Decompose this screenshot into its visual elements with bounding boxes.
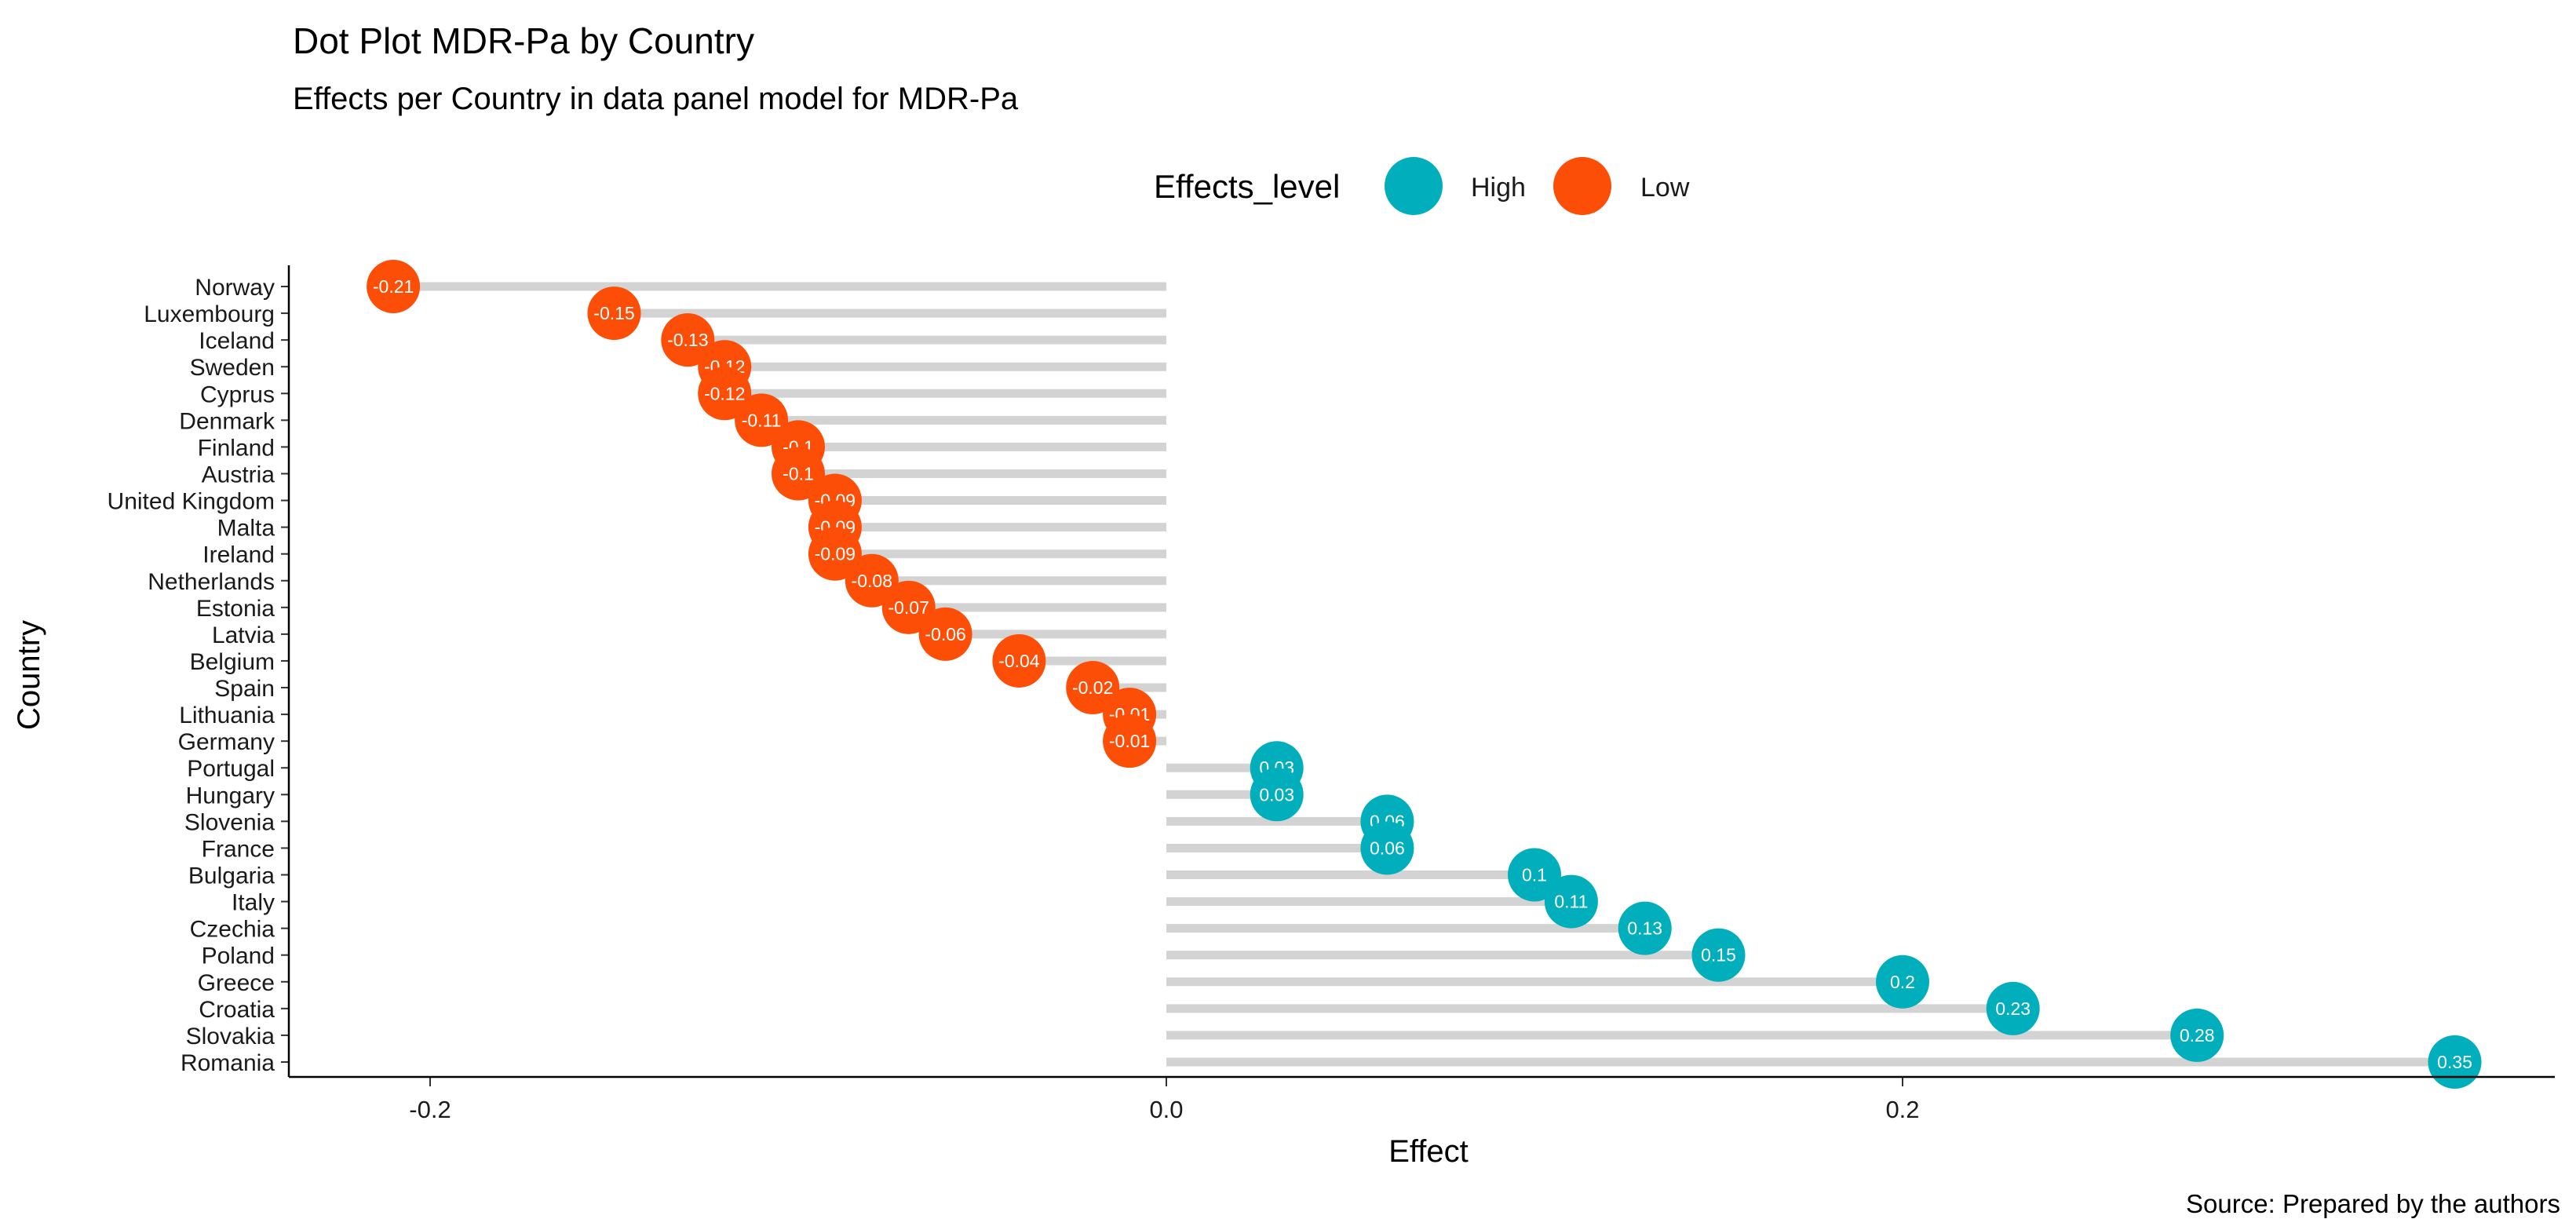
y-axis-ticks: NorwayLuxembourgIcelandSwedenCyprusDenma…	[108, 275, 289, 1076]
dot-label-spain: -0.02	[1072, 677, 1113, 698]
dot-luxembourg	[587, 287, 641, 341]
y-tick-label-slovakia: Slovakia	[186, 1024, 275, 1049]
dot-label-germany: -0.01	[1109, 731, 1150, 751]
dot-label-estonia: -0.07	[888, 597, 929, 618]
x-tick-label-0: -0.2	[409, 1096, 451, 1123]
dot-iceland	[661, 313, 715, 367]
dot-italy	[1544, 874, 1598, 929]
dot-label-croatia: 0.23	[1995, 998, 2031, 1019]
legend-key-high	[1385, 157, 1443, 215]
dot-label-italy: 0.11	[1554, 892, 1588, 912]
dot-label-austria: -0.1	[783, 463, 814, 484]
legend-key-low	[1553, 157, 1611, 215]
dot-estonia	[881, 580, 936, 634]
y-tick-label-hungary: Hungary	[186, 783, 275, 808]
y-tick-label-austria: Austria	[202, 462, 275, 487]
y-tick-label-malta: Malta	[217, 516, 275, 542]
x-axis-label: Effect	[1388, 1134, 1469, 1169]
dot-label-france: 0.06	[1370, 838, 1405, 858]
dot-germany	[1103, 714, 1157, 768]
y-tick-label-ireland: Ireland	[203, 542, 275, 568]
y-tick-label-bulgaria: Bulgaria	[188, 863, 275, 889]
chart-subtitle: Effects per Country in data panel model …	[293, 82, 1019, 116]
y-tick-label-italy: Italy	[232, 890, 275, 916]
y-tick-label-latvia: Latvia	[212, 622, 275, 648]
x-tick-label-2: 0.2	[1885, 1096, 1919, 1123]
points-layer: -0.21-0.15-0.13-0.12-0.12-0.11-0.1-0.1-0…	[367, 260, 2482, 1089]
dot-poland	[1691, 928, 1746, 982]
legend: Effects_level High Low	[1154, 157, 1690, 215]
dot-label-latvia: -0.06	[925, 624, 965, 644]
dot-greece	[1876, 954, 1929, 1009]
dot-norway	[367, 260, 421, 313]
dot-denmark	[735, 393, 789, 447]
y-tick-label-portugal: Portugal	[187, 756, 275, 782]
dot-label-cyprus: -0.12	[704, 383, 745, 403]
y-tick-label-finland: Finland	[198, 435, 275, 461]
dot-label-iceland: -0.13	[667, 330, 708, 350]
dot-spain	[1066, 661, 1120, 715]
dot-label-poland: 0.15	[1701, 945, 1736, 965]
dot-label-luxembourg: -0.15	[593, 303, 634, 323]
y-tick-label-croatia: Croatia	[199, 997, 275, 1023]
y-tick-label-poland: Poland	[202, 943, 275, 969]
x-tick-label-1: 0.0	[1149, 1096, 1183, 1123]
dot-slovakia	[2170, 1008, 2224, 1062]
dot-label-netherlands: -0.08	[852, 571, 892, 591]
dot-label-romania: 0.35	[2437, 1052, 2472, 1072]
x-axis-ticks: -0.2 0.0 0.2	[409, 1077, 1920, 1123]
dot-label-belgium: -0.04	[998, 651, 1040, 671]
dot-label-norway: -0.21	[373, 276, 414, 297]
dot-france	[1360, 821, 1414, 875]
y-tick-label-norway: Norway	[195, 275, 275, 301]
chart-title: Dot Plot MDR-Pa by Country	[293, 20, 754, 61]
y-tick-label-greece: Greece	[198, 970, 275, 996]
y-tick-label-denmark: Denmark	[179, 408, 275, 434]
legend-label-low: Low	[1640, 173, 1690, 203]
y-tick-label-united-kingdom: United Kingdom	[108, 489, 275, 515]
dot-label-ireland: -0.09	[815, 544, 856, 564]
y-tick-label-germany: Germany	[178, 729, 275, 755]
dot-label-greece: 0.2	[1890, 972, 1915, 992]
segments-layer	[393, 282, 2455, 1067]
dot-label-denmark: -0.11	[742, 410, 782, 430]
y-tick-label-slovenia: Slovenia	[184, 809, 275, 835]
dot-latvia	[918, 607, 972, 661]
y-tick-label-france: France	[202, 836, 275, 862]
dot-czechia	[1618, 901, 1672, 955]
dot-hungary	[1250, 768, 1304, 822]
y-tick-label-iceland: Iceland	[199, 328, 275, 354]
dot-romania	[2428, 1035, 2482, 1089]
y-tick-label-romania: Romania	[181, 1050, 275, 1076]
dot-croatia	[1986, 981, 2040, 1035]
dot-cyprus	[698, 367, 752, 421]
y-tick-label-luxembourg: Luxembourg	[144, 301, 275, 327]
y-axis-label: Country	[12, 620, 46, 730]
y-tick-label-czechia: Czechia	[190, 917, 275, 943]
dot-label-bulgaria: 0.1	[1522, 865, 1547, 885]
chart-caption: Source: Prepared by the authors	[2186, 1189, 2560, 1218]
dot-bulgaria	[1508, 848, 1561, 902]
y-tick-label-estonia: Estonia	[196, 596, 275, 622]
legend-label-high: High	[1471, 173, 1526, 203]
dot-label-slovakia: 0.28	[2180, 1025, 2215, 1046]
dot-label-czechia: 0.13	[1627, 918, 1662, 939]
dot-netherlands	[845, 553, 899, 608]
y-tick-label-spain: Spain	[214, 676, 275, 702]
dot-ireland	[808, 527, 862, 581]
y-tick-label-lithuania: Lithuania	[179, 703, 275, 728]
y-tick-label-cyprus: Cyprus	[200, 381, 275, 407]
y-tick-label-belgium: Belgium	[190, 649, 275, 675]
dot-austria	[772, 447, 825, 501]
legend-title: Effects_level	[1154, 168, 1340, 205]
y-tick-label-netherlands: Netherlands	[148, 569, 275, 595]
y-tick-label-sweden: Sweden	[190, 355, 275, 381]
dot-label-hungary: 0.03	[1259, 784, 1294, 805]
dot-belgium	[992, 633, 1046, 688]
